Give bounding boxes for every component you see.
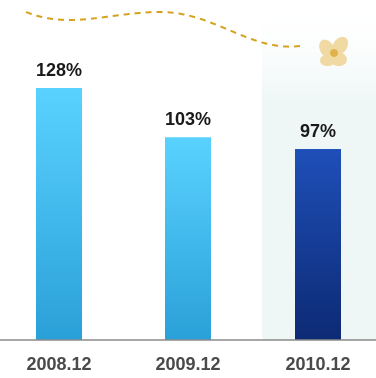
x-tick-label-2008.12: 2008.12: [26, 354, 91, 374]
x-axis-ticks-layer: 2008.12 2009.12 2010.12: [26, 354, 350, 374]
value-label-2010.12: 97%: [300, 121, 336, 141]
value-label-2008.12: 128%: [36, 60, 82, 80]
flower-icon: [319, 36, 349, 67]
bar-2009.12: [165, 137, 211, 340]
value-label-2009.12: 103%: [165, 109, 211, 129]
bars-layer: [36, 88, 341, 340]
value-labels-layer: 128% 103% 97%: [36, 60, 336, 141]
x-tick-label-2009.12: 2009.12: [155, 354, 220, 374]
x-tick-label-2010.12: 2010.12: [285, 354, 350, 374]
decorative-dashed-line: [25, 10, 301, 48]
bar-2010.12: [295, 149, 341, 340]
bar-2008.12: [36, 88, 82, 340]
